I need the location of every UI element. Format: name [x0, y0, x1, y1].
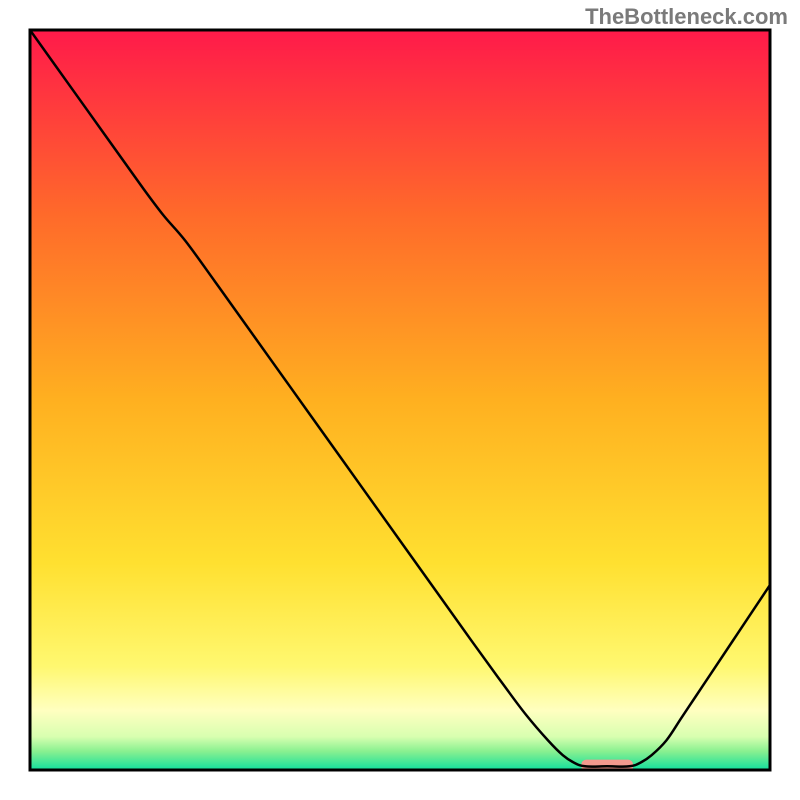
chart-container: { "watermark": { "text": "TheBottleneck.… — [0, 0, 800, 800]
gradient-background — [30, 30, 770, 770]
bottleneck-chart — [0, 0, 800, 800]
